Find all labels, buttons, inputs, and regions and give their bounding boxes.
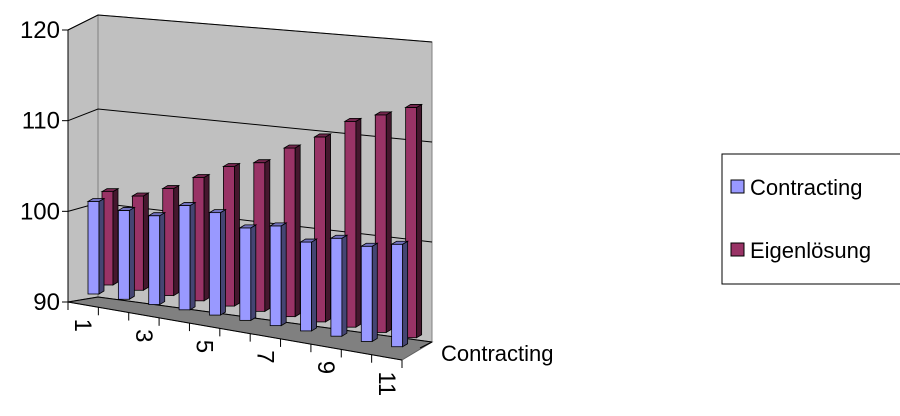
bar-front bbox=[239, 227, 252, 321]
bars bbox=[86, 103, 424, 348]
bar-top bbox=[177, 202, 197, 206]
bar-front bbox=[300, 241, 312, 332]
bar bbox=[329, 234, 349, 337]
depth-axis-label: Contracting bbox=[441, 341, 554, 366]
x-axis: 1 3 5 7 9 11 bbox=[67, 301, 403, 396]
bar bbox=[238, 224, 258, 322]
bar-side bbox=[355, 117, 362, 328]
bar bbox=[177, 201, 197, 311]
bar-top bbox=[130, 192, 150, 197]
y-tick-label: 90 bbox=[33, 289, 60, 316]
bar-top bbox=[359, 242, 379, 247]
y-axis: 90 100 110 120 bbox=[20, 17, 69, 316]
bar-top bbox=[86, 198, 106, 202]
bar-side bbox=[341, 234, 348, 337]
bar-top bbox=[100, 188, 120, 193]
bar bbox=[299, 238, 318, 332]
bar bbox=[359, 242, 379, 343]
x-tick-label: 11 bbox=[373, 371, 400, 396]
bar-top bbox=[373, 111, 393, 116]
bar-side bbox=[325, 133, 331, 323]
depth-axis-tick bbox=[419, 341, 433, 349]
bar-side bbox=[112, 187, 119, 286]
bar-top bbox=[282, 144, 302, 149]
bar-top bbox=[116, 207, 136, 211]
legend-swatch-contracting bbox=[730, 179, 745, 194]
bar-side bbox=[159, 211, 166, 306]
bar-side bbox=[189, 201, 196, 311]
bar-front bbox=[391, 243, 404, 348]
bar-side bbox=[203, 173, 210, 302]
x-tick-label: 7 bbox=[251, 350, 278, 363]
bar-side bbox=[294, 144, 301, 318]
x-tick-label: 9 bbox=[312, 361, 339, 374]
legend-label-eigenloesung: Eigenlösung bbox=[750, 238, 871, 263]
bar-top bbox=[222, 163, 241, 167]
bar-top bbox=[343, 117, 363, 122]
y-tick-label: 100 bbox=[20, 198, 60, 225]
bar-side bbox=[173, 184, 180, 297]
bar-top bbox=[313, 133, 332, 138]
bar-side bbox=[311, 238, 317, 332]
bar-side bbox=[371, 242, 378, 343]
bar-top bbox=[208, 209, 227, 214]
gridline bbox=[67, 14, 433, 43]
gridline bbox=[67, 296, 433, 343]
bar-side bbox=[250, 224, 257, 322]
gridline bbox=[67, 108, 433, 143]
bar-front bbox=[178, 205, 191, 311]
bar-side bbox=[402, 240, 409, 348]
legend-label-contracting: Contracting bbox=[750, 175, 863, 200]
bar bbox=[116, 206, 136, 300]
y-tick-label: 110 bbox=[22, 108, 60, 135]
bar-side bbox=[385, 111, 392, 334]
bar-front bbox=[87, 201, 100, 295]
legend-box bbox=[721, 153, 900, 285]
bar-side bbox=[128, 206, 135, 300]
bar-top bbox=[161, 185, 181, 189]
bar-top bbox=[299, 238, 318, 243]
legend-swatch-eigenloesung bbox=[730, 242, 745, 257]
x-tick-label: 5 bbox=[191, 340, 218, 353]
bar-top bbox=[238, 224, 258, 229]
bar-front bbox=[209, 212, 221, 316]
bar-side bbox=[98, 197, 105, 295]
bar-side bbox=[220, 208, 226, 316]
bar-front bbox=[330, 237, 343, 337]
bar-front bbox=[360, 245, 373, 342]
bar bbox=[86, 197, 106, 295]
bar-side bbox=[234, 162, 240, 307]
bar bbox=[147, 211, 167, 306]
bar-top bbox=[404, 104, 424, 108]
bar bbox=[390, 240, 410, 348]
bar bbox=[130, 192, 150, 291]
bar-top bbox=[191, 174, 211, 178]
bar bbox=[404, 103, 424, 339]
bar-side bbox=[280, 222, 287, 327]
bar-top bbox=[252, 159, 272, 164]
bar-top bbox=[147, 212, 167, 217]
bar-side bbox=[142, 192, 149, 291]
x-tick-label: 3 bbox=[130, 329, 157, 342]
bar-front bbox=[269, 225, 282, 327]
bar-side bbox=[416, 103, 423, 339]
x-tick-label: 1 bbox=[69, 319, 96, 332]
bar-top bbox=[390, 240, 410, 245]
bar-side bbox=[264, 158, 271, 313]
bar bbox=[268, 222, 288, 327]
bar-front bbox=[148, 215, 161, 305]
bar-top bbox=[329, 234, 349, 239]
legend: Contracting Eigenlösung bbox=[721, 153, 900, 285]
bar-front bbox=[117, 210, 130, 300]
bar-top bbox=[268, 222, 288, 227]
bar bbox=[208, 208, 227, 316]
y-tick-label: 120 bbox=[20, 17, 60, 44]
